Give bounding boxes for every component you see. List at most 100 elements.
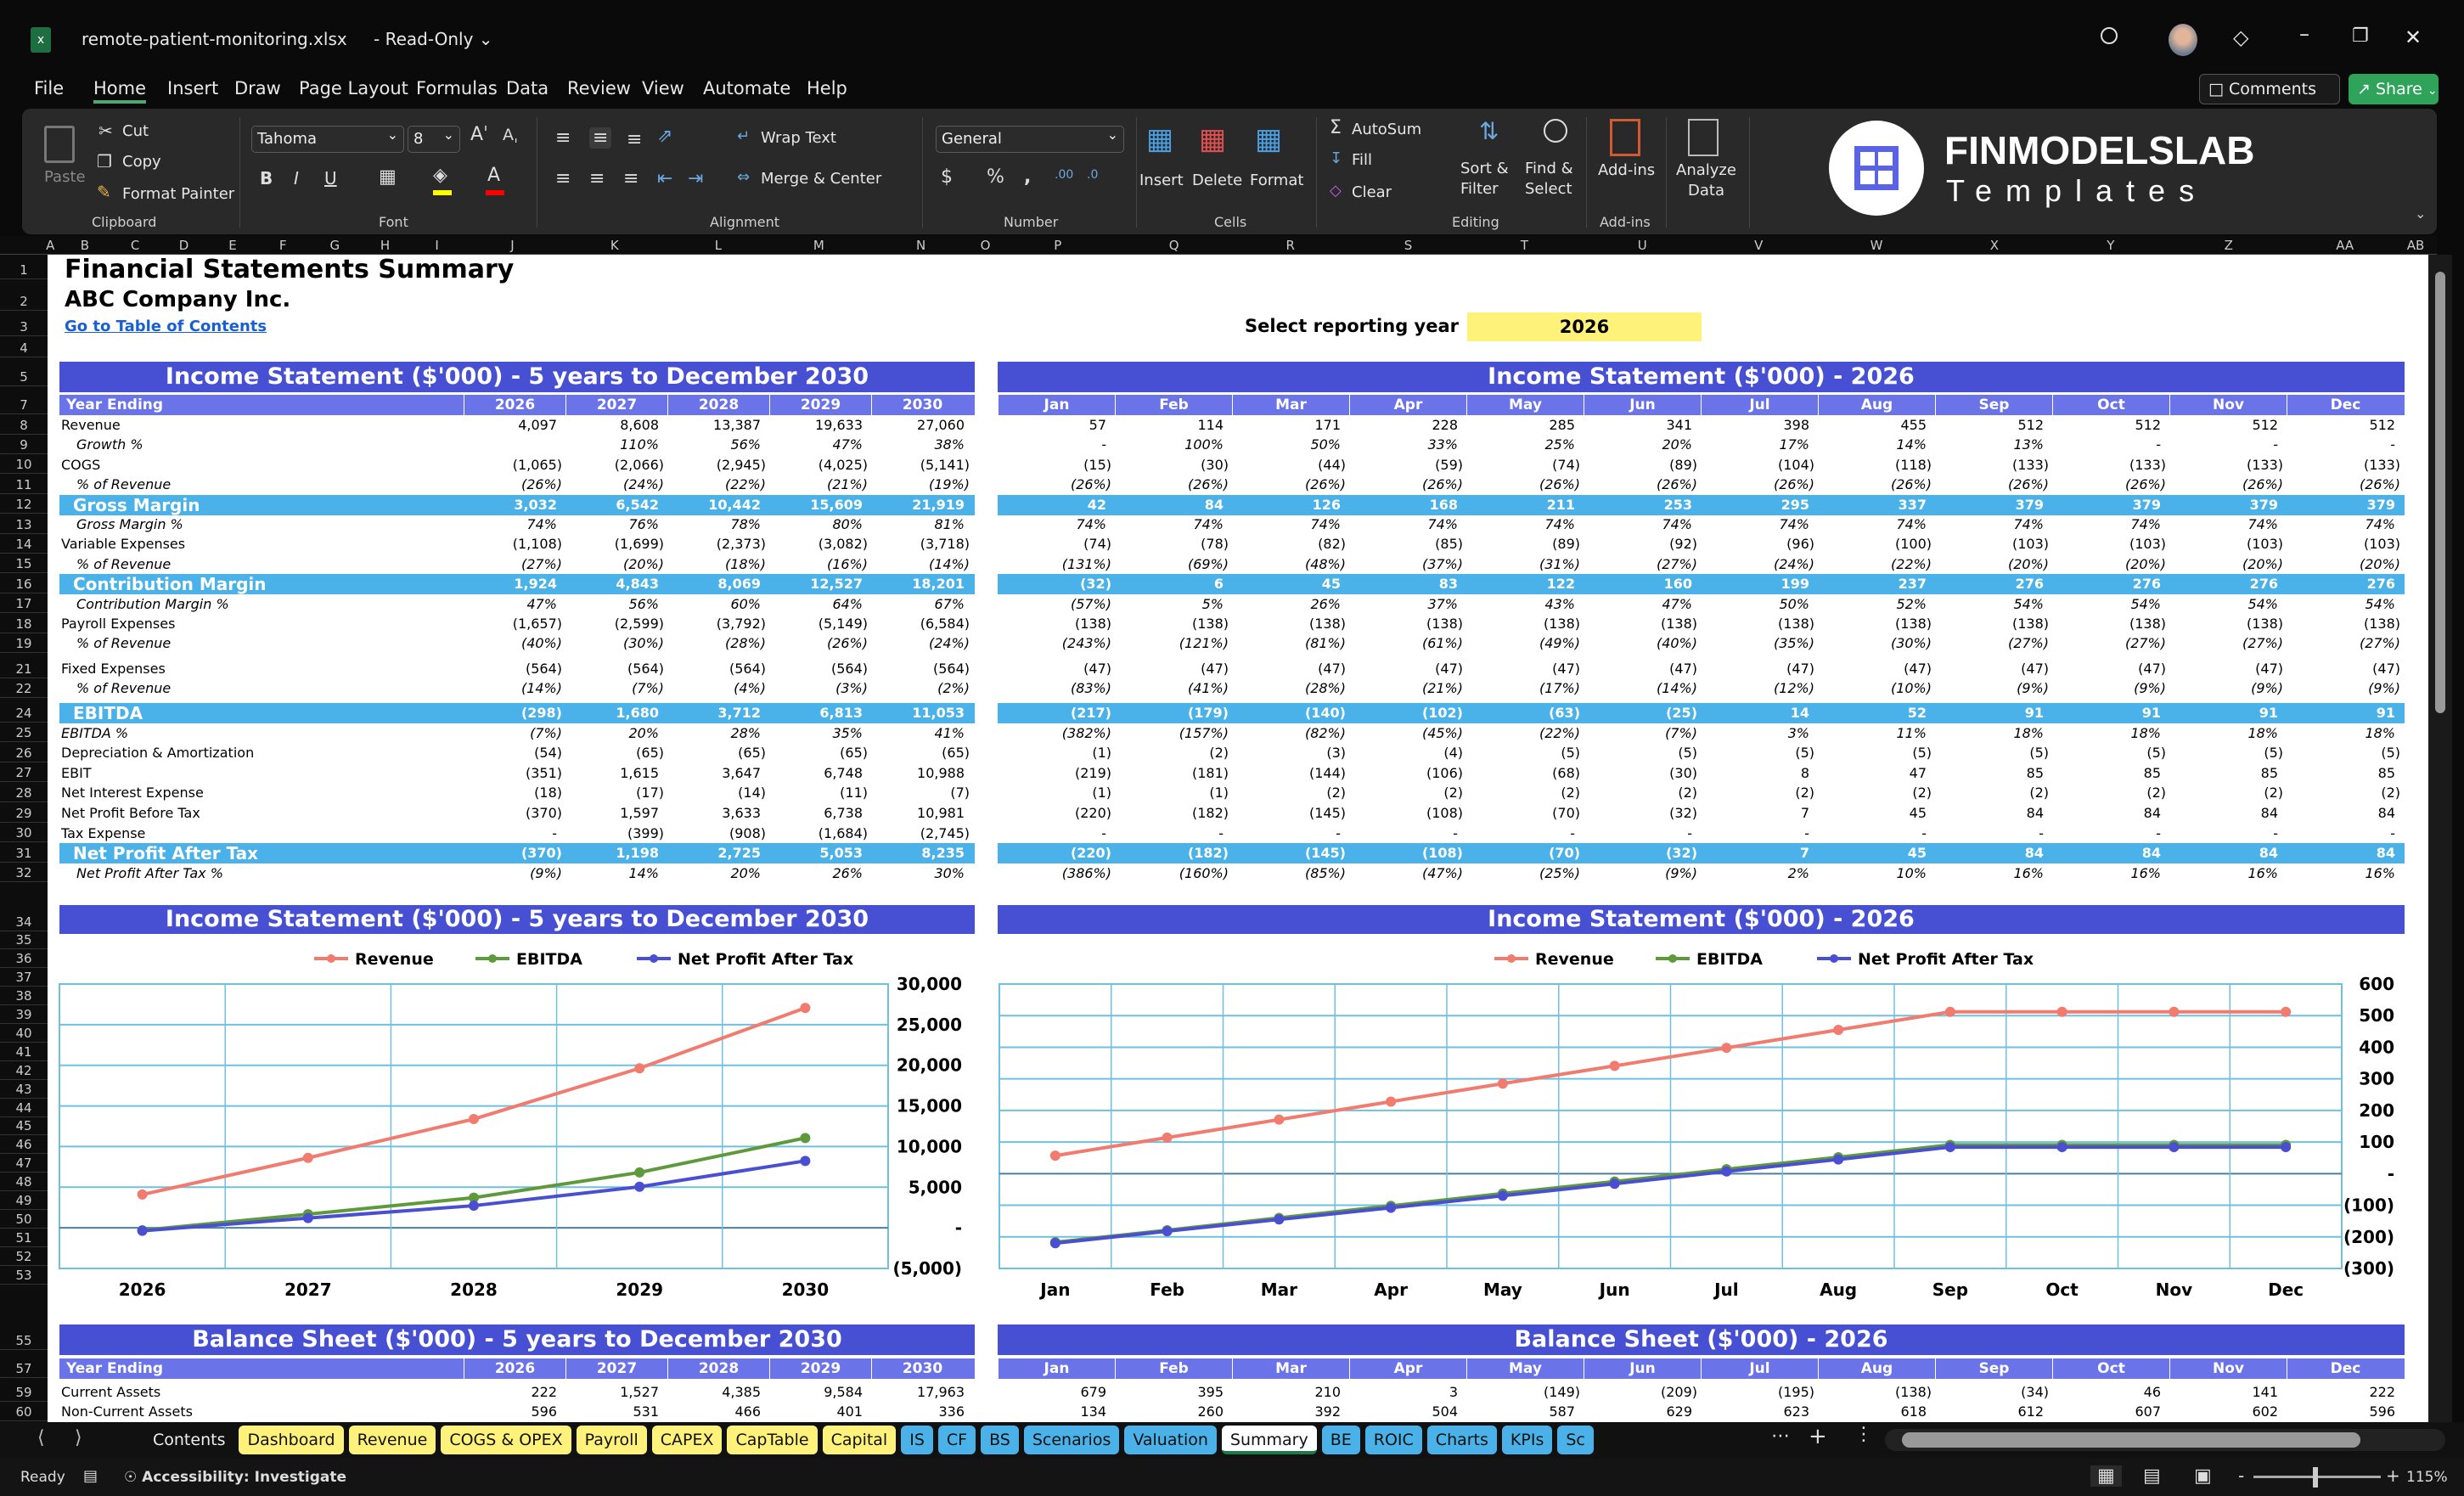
row-header-27[interactable]: 27 — [0, 764, 48, 783]
row-header-1[interactable]: 1 — [0, 262, 48, 279]
format-cells-button[interactable]: Format — [1250, 172, 1304, 189]
paste-button[interactable]: Paste — [44, 168, 86, 186]
number-format-select[interactable]: General — [936, 126, 1124, 153]
row-header-45[interactable]: 45 — [0, 1117, 48, 1136]
row-header-32[interactable]: 32 — [0, 864, 48, 883]
row-header-30[interactable]: 30 — [0, 824, 48, 843]
column-header-T[interactable]: T — [1520, 238, 1529, 253]
menu-page-layout[interactable]: Page Layout — [299, 78, 408, 98]
borders-icon[interactable]: ▦ — [379, 166, 397, 188]
horizontal-scrollbar[interactable] — [1885, 1429, 2445, 1451]
minimize-icon[interactable]: – — [2299, 22, 2309, 46]
scrollbar-thumb[interactable] — [2435, 272, 2445, 713]
row-header-48[interactable]: 48 — [0, 1173, 48, 1192]
sheet-tab-valuation[interactable]: Valuation — [1124, 1426, 1217, 1454]
reporting-year-input[interactable]: 2026 — [1467, 312, 1702, 341]
menu-help[interactable]: Help — [807, 78, 847, 98]
add-sheet-icon[interactable]: + — [1809, 1424, 1827, 1449]
collapse-ribbon-icon[interactable]: ⌄ — [2415, 205, 2427, 222]
accessibility-status[interactable]: ☉ Accessibility: Investigate — [124, 1469, 346, 1486]
column-header-M[interactable]: M — [813, 238, 824, 253]
column-header-X[interactable]: X — [1989, 238, 2000, 253]
row-header-21[interactable]: 21 — [0, 661, 48, 678]
sheet-tab-captable[interactable]: CapTable — [727, 1426, 818, 1454]
sheet-tab-be[interactable]: BE — [1321, 1426, 1360, 1454]
sheet-tab-roic[interactable]: ROIC — [1364, 1426, 1422, 1454]
copy-button[interactable]: Copy — [122, 153, 161, 171]
sheet-tab-payroll[interactable]: Payroll — [576, 1426, 647, 1454]
row-header-5[interactable]: 5 — [0, 368, 48, 386]
sheet-tab-revenue[interactable]: Revenue — [348, 1426, 436, 1454]
sheet-tab-contents[interactable]: Contents — [153, 1431, 226, 1449]
page-break-view-icon[interactable]: ▣ — [2194, 1465, 2212, 1487]
column-header-Z[interactable]: Z — [2224, 238, 2233, 253]
increase-font-icon[interactable]: Aˈ — [470, 124, 489, 145]
column-header-A[interactable]: A — [46, 238, 55, 253]
column-header-W[interactable]: W — [1870, 238, 1883, 253]
zoom-level[interactable]: 115% — [2406, 1469, 2448, 1486]
column-header-AA[interactable]: AA — [2336, 238, 2354, 253]
menu-data[interactable]: Data — [506, 78, 549, 98]
orientation-icon[interactable]: ⇗ — [657, 126, 673, 147]
row-header-19[interactable]: 19 — [0, 635, 48, 653]
row-header-42[interactable]: 42 — [0, 1062, 48, 1080]
fill-button[interactable]: Fill — [1352, 151, 1373, 169]
sheet-tab-capital[interactable]: Capital — [822, 1426, 897, 1454]
row-header-24[interactable]: 24 — [0, 705, 48, 723]
menu-formulas[interactable]: Formulas — [416, 78, 498, 98]
format-painter-button[interactable]: Format Painter — [122, 185, 235, 203]
column-header-J[interactable]: J — [510, 238, 515, 253]
menu-review[interactable]: Review — [567, 78, 631, 98]
zoom-in-button[interactable]: + — [2386, 1465, 2400, 1486]
menu-view[interactable]: View — [642, 78, 684, 98]
currency-icon[interactable]: $ — [941, 166, 953, 188]
row-header-60[interactable]: 60 — [0, 1403, 48, 1421]
fill-color-icon[interactable]: ◈ — [433, 165, 447, 186]
row-header-31[interactable]: 31 — [0, 845, 48, 863]
next-sheet-icon[interactable]: ⟩ — [75, 1427, 82, 1448]
search-icon[interactable] — [2101, 27, 2118, 44]
row-header-7[interactable]: 7 — [0, 396, 48, 414]
column-header-F[interactable]: F — [278, 238, 287, 253]
align-left-icon[interactable]: ≡ — [555, 168, 571, 189]
normal-view-icon[interactable]: ▦ — [2090, 1465, 2122, 1487]
sort-label-1[interactable]: Sort & — [1460, 160, 1509, 177]
row-header-4[interactable]: 4 — [0, 340, 48, 357]
row-header-12[interactable]: 12 — [0, 496, 48, 515]
row-header-39[interactable]: 39 — [0, 1006, 48, 1024]
increase-indent-icon[interactable]: ⇥ — [688, 168, 704, 189]
sheet-tab-bs[interactable]: BS — [981, 1426, 1019, 1454]
sheet-tab-cogs-opex[interactable]: COGS & OPEX — [441, 1426, 571, 1454]
add-ins-button[interactable]: Add-ins — [1598, 161, 1656, 179]
sheet-tab-charts[interactable]: Charts — [1426, 1426, 1497, 1454]
row-header-59[interactable]: 59 — [0, 1384, 48, 1402]
row-header-3[interactable]: 3 — [0, 318, 48, 336]
read-only-dropdown[interactable]: - Read-Only ⌄ — [374, 29, 493, 49]
row-header-16[interactable]: 16 — [0, 576, 48, 593]
column-header-Q[interactable]: Q — [1168, 238, 1179, 253]
row-header-36[interactable]: 36 — [0, 950, 48, 969]
share-button[interactable]: ↗ Share ⌄ — [2349, 74, 2439, 104]
column-header-D[interactable]: D — [178, 238, 189, 253]
sheet-tab-capex[interactable]: CAPEX — [651, 1426, 723, 1454]
sheet-tab-kpis[interactable]: KPIs — [1501, 1426, 1553, 1454]
column-header-U[interactable]: U — [1637, 238, 1647, 253]
row-header-38[interactable]: 38 — [0, 987, 48, 1006]
sort-label-2[interactable]: Filter — [1460, 180, 1499, 198]
sheet-tab-summary[interactable]: Summary — [1221, 1426, 1317, 1454]
sheet-tab-cf[interactable]: CF — [937, 1426, 976, 1454]
comments-button[interactable]: □ Comments — [2199, 74, 2340, 104]
column-header-K[interactable]: K — [610, 238, 619, 253]
row-header-13[interactable]: 13 — [0, 516, 48, 534]
row-header-41[interactable]: 41 — [0, 1043, 48, 1061]
table-of-contents-link[interactable]: Go to Table of Contents — [65, 318, 267, 335]
sheet-tab-dashboard[interactable]: Dashboard — [239, 1426, 344, 1454]
clear-button[interactable]: Clear — [1352, 183, 1392, 201]
menu-draw[interactable]: Draw — [234, 78, 281, 98]
row-header-50[interactable]: 50 — [0, 1211, 48, 1229]
column-header-P[interactable]: P — [1054, 238, 1062, 253]
vertical-scrollbar[interactable] — [2428, 255, 2452, 1422]
sheet-tab-scenarios[interactable]: Scenarios — [1023, 1426, 1120, 1454]
menu-automate[interactable]: Automate — [703, 78, 791, 98]
row-header-57[interactable]: 57 — [0, 1360, 48, 1378]
